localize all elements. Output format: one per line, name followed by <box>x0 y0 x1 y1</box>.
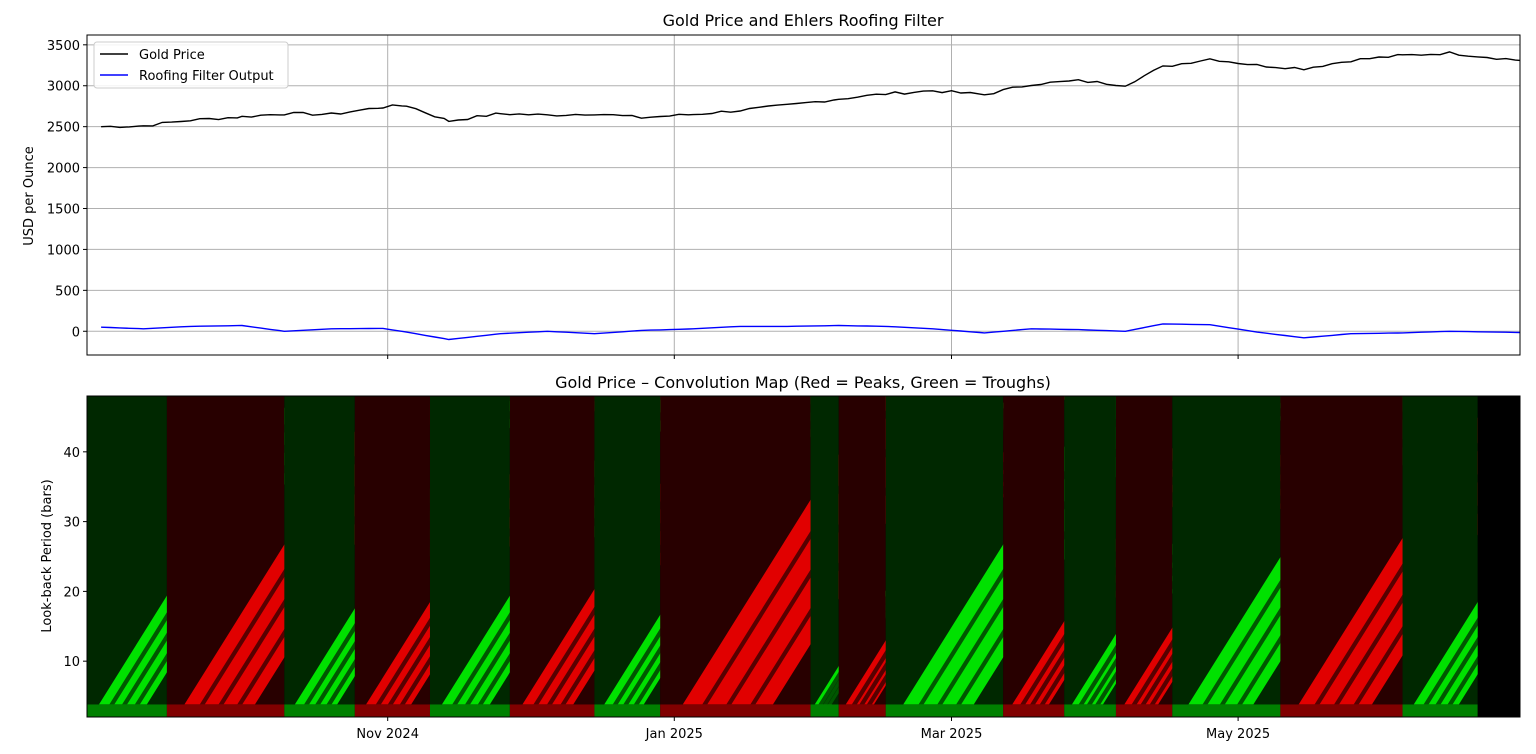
convolution-map-frame <box>86 395 1521 718</box>
x-tick-label: May 2025 <box>1206 727 1270 742</box>
convolution-map-x-ticks: Nov 2024 Jan 2025 Mar 2025 May 2025 <box>356 717 1270 742</box>
price-chart-y-label: USD per Ounce <box>22 146 37 246</box>
heatmap-baseline-cell <box>810 704 839 717</box>
convolution-heatmap <box>87 396 1520 717</box>
convolution-map-title: Gold Price – Convolution Map (Red = Peak… <box>555 373 1051 392</box>
y-tick-label: 20 <box>63 585 80 600</box>
price-chart-y-ticks: 0 500 1000 1500 2000 2500 3000 3500 <box>47 39 87 340</box>
y-tick-label: 2000 <box>47 162 80 177</box>
heatmap-baseline-cell <box>838 704 886 717</box>
heatmap-baseline-cell <box>166 704 285 717</box>
y-tick-label: 40 <box>63 446 80 461</box>
heatmap-baseline-cell <box>284 704 355 717</box>
legend: Gold Price Roofing Filter Output <box>93 41 289 89</box>
heatmap-baseline-cell <box>354 704 430 717</box>
convolution-map-y-ticks: 10 20 30 40 <box>63 446 87 670</box>
price-chart-x-ticks <box>387 355 1239 359</box>
heatmap-cell <box>1477 396 1520 717</box>
heatmap-baseline-cell <box>1172 704 1281 717</box>
y-tick-label: 1000 <box>47 243 80 258</box>
heatmap-baseline-cell <box>660 704 811 717</box>
heatmap-baseline-cell <box>87 704 167 717</box>
heatmap-baseline-cell <box>1115 704 1173 717</box>
heatmap-band <box>1413 534 1520 705</box>
heatmap-baseline-cell <box>1064 704 1116 717</box>
price-chart: Gold Price and Ehlers Roofing Filter 0 50… <box>22 11 1521 359</box>
heatmap-baseline-cell <box>594 704 661 717</box>
heatmap-baseline-cell <box>429 704 510 717</box>
y-tick-label: 3000 <box>47 80 80 95</box>
convolution-map: Gold Price – Convolution Map (Red = Peak… <box>40 373 1521 742</box>
legend-label-gold: Gold Price <box>139 48 205 63</box>
y-tick-label: 500 <box>55 284 80 299</box>
heatmap-baseline-cell <box>1402 704 1478 717</box>
y-tick-label: 2500 <box>47 121 80 136</box>
price-chart-series <box>101 51 1521 341</box>
y-tick-label: 10 <box>63 655 80 670</box>
heatmap-baseline-cell <box>1003 704 1065 717</box>
price-chart-grid <box>87 35 1520 355</box>
x-tick-label: Mar 2025 <box>921 727 983 742</box>
y-tick-label: 1500 <box>47 203 80 218</box>
series-line-roofing-filter <box>101 323 1521 341</box>
heatmap-baseline-cell <box>509 704 595 717</box>
y-tick-label: 3500 <box>47 39 80 54</box>
y-tick-label: 0 <box>72 325 80 340</box>
heatmap-cell <box>810 396 839 705</box>
heatmap-baseline-cell <box>885 704 1004 717</box>
legend-frame <box>93 41 289 89</box>
x-tick-label: Nov 2024 <box>356 727 419 742</box>
heatmap-region-neutral <box>1477 396 1520 717</box>
heatmap-baseline-cell <box>1280 704 1403 717</box>
price-chart-title: Gold Price and Ehlers Roofing Filter <box>663 11 944 30</box>
price-chart-frame <box>86 34 1521 356</box>
convolution-map-y-label: Look-back Period (bars) <box>40 479 55 632</box>
legend-label-roofing: Roofing Filter Output <box>139 69 274 84</box>
x-tick-label: Jan 2025 <box>645 727 703 742</box>
y-tick-label: 30 <box>63 516 80 531</box>
series-line-gold-price <box>101 51 1521 129</box>
